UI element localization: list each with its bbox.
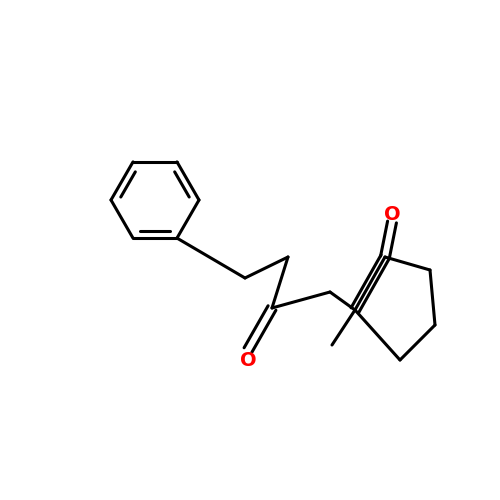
Text: O: O [240,352,256,370]
Text: O: O [384,205,400,224]
